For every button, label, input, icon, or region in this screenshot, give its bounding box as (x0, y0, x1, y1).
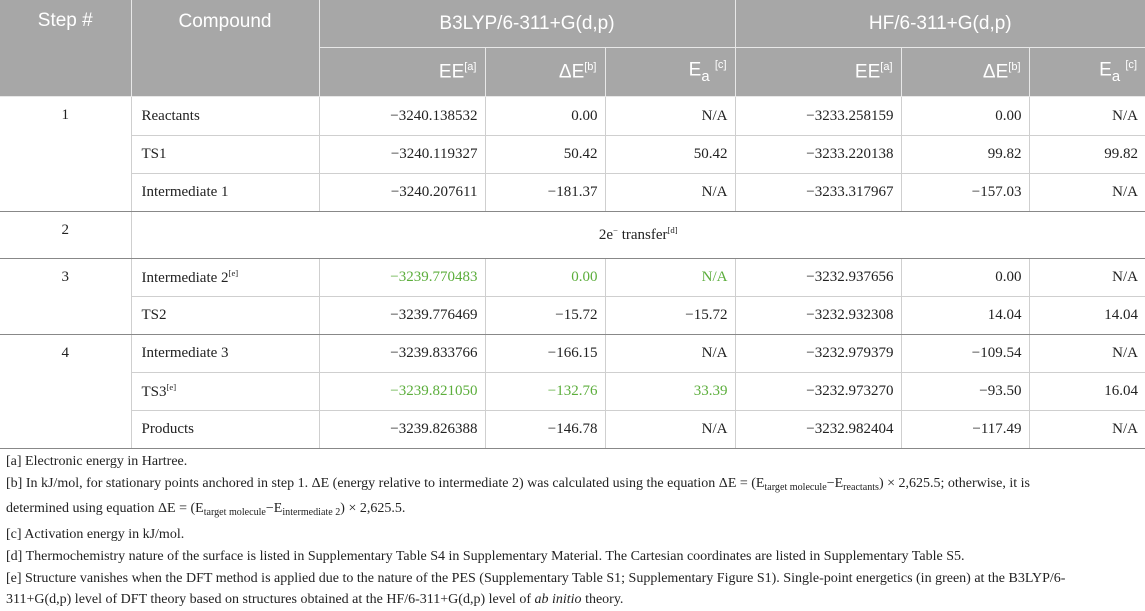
hf-ea-cell: N/A (1029, 173, 1145, 212)
b3lyp-ee-cell: −3240.207611 (319, 173, 486, 212)
b3lyp-ea-cell: −15.72 (605, 296, 736, 335)
header-step: Step # (0, 0, 132, 97)
header-b3lyp-ea: Ea [c] (605, 47, 736, 97)
table-footnotes: [a] Electronic energy in Hartree. [b] In… (6, 451, 1141, 611)
table-row: Intermediate 1 −3240.207611 −181.37 N/A … (0, 173, 1145, 212)
hf-ee-cell: −3232.932308 (735, 296, 902, 335)
hf-ea-cell: N/A (1029, 410, 1145, 449)
hf-ee-cell: −3232.979379 (735, 334, 902, 373)
b3lyp-de-cell: −132.76 (485, 372, 606, 411)
header-compound: Compound (131, 0, 320, 97)
b3lyp-ea-cell: N/A (605, 258, 736, 297)
hf-de-cell: 0.00 (901, 96, 1030, 136)
compound-cell: Intermediate 3 (131, 334, 320, 373)
hf-ea-cell: N/A (1029, 334, 1145, 373)
b3lyp-de-cell: 0.00 (485, 258, 606, 297)
b3lyp-ea-cell: N/A (605, 334, 736, 373)
hf-de-cell: 14.04 (901, 296, 1030, 335)
hf-ea-cell: N/A (1029, 96, 1145, 136)
b3lyp-ea-cell: N/A (605, 173, 736, 212)
footnote-d: [d] Thermochemistry nature of the surfac… (6, 548, 965, 564)
b3lyp-ee-cell: −3239.826388 (319, 410, 486, 449)
b3lyp-ee-cell: −3240.138532 (319, 96, 486, 136)
table-row: 4 Intermediate 3 −3239.833766 −166.15 N/… (0, 334, 1145, 449)
footnote-b-continued: determined using equation ΔE = (Etarget … (6, 501, 406, 519)
header-hf-ee: EE[a] (735, 47, 902, 97)
b3lyp-de-cell: −146.78 (485, 410, 606, 449)
b3lyp-ee-cell: −3239.770483 (319, 258, 486, 297)
footnote-b: [b] In kJ/mol, for stationary points anc… (6, 475, 1030, 493)
b3lyp-ea-cell: 33.39 (605, 372, 736, 411)
b3lyp-ea-cell: N/A (605, 96, 736, 136)
header-hf-ea: Ea [c] (1029, 47, 1145, 97)
hf-de-cell: −157.03 (901, 173, 1030, 212)
hf-ee-cell: −3233.220138 (735, 135, 902, 174)
step-cell: 4 (0, 334, 132, 449)
hf-ea-cell: N/A (1029, 258, 1145, 297)
hf-ea-cell: 16.04 (1029, 372, 1145, 411)
b3lyp-ee-cell: −3239.821050 (319, 372, 486, 411)
table-row: 1 Reactants −3240.138532 0.00 N/A −3233.… (0, 96, 1145, 212)
step-cell: 1 (0, 96, 132, 212)
hf-ea-cell: 99.82 (1029, 135, 1145, 174)
compound-cell: Intermediate 1 (131, 173, 320, 212)
header-b3lyp-de: ΔE[b] (485, 47, 606, 97)
b3lyp-ee-cell: −3239.833766 (319, 334, 486, 373)
hf-de-cell: −93.50 (901, 372, 1030, 411)
footnote-c: [c] Activation energy in kJ/mol. (6, 527, 185, 543)
table-row: 2 2e− transfer[d] (0, 211, 1145, 259)
table-row: 3 Intermediate 2[e] −3239.770483 0.00 N/… (0, 258, 1145, 335)
compound-cell: Intermediate 2[e] (131, 258, 320, 297)
table-row: TS2 −3239.776469 −15.72 −15.72 −3232.932… (0, 296, 1145, 335)
header-hf-de: ΔE[b] (901, 47, 1030, 97)
b3lyp-ea-cell: 50.42 (605, 135, 736, 174)
hf-ee-cell: −3233.317967 (735, 173, 902, 212)
hf-de-cell: 0.00 (901, 258, 1030, 297)
table-row: Products −3239.826388 −146.78 N/A −3232.… (0, 410, 1145, 449)
b3lyp-de-cell: 0.00 (485, 96, 606, 136)
compound-cell: TS3[e] (131, 372, 320, 411)
b3lyp-de-cell: −15.72 (485, 296, 606, 335)
hf-de-cell: 99.82 (901, 135, 1030, 174)
hf-de-cell: −117.49 (901, 410, 1030, 449)
hf-de-cell: −109.54 (901, 334, 1030, 373)
step-cell: 2 (0, 211, 132, 259)
b3lyp-ee-cell: −3240.119327 (319, 135, 486, 174)
hf-ee-cell: −3232.982404 (735, 410, 902, 449)
compound-cell: Products (131, 410, 320, 449)
table-row: TS3[e] −3239.821050 −132.76 33.39 −3232.… (0, 372, 1145, 411)
hf-ee-cell: −3232.973270 (735, 372, 902, 411)
b3lyp-de-cell: −166.15 (485, 334, 606, 373)
b3lyp-de-cell: −181.37 (485, 173, 606, 212)
table-row: TS1 −3240.119327 50.42 50.42 −3233.22013… (0, 135, 1145, 174)
hf-ee-cell: −3232.937656 (735, 258, 902, 297)
footnote-a: [a] Electronic energy in Hartree. (6, 454, 188, 469)
compound-cell: TS1 (131, 135, 320, 174)
b3lyp-ea-cell: N/A (605, 410, 736, 449)
header-b3lyp-group: B3LYP/6-311+G(d,p) (319, 0, 736, 48)
electron-transfer-cell: 2e− transfer[d] (131, 211, 1145, 259)
compound-cell: TS2 (131, 296, 320, 335)
footnote-e: [e] Structure vanishes when the DFT meth… (6, 570, 1066, 586)
header-hf-group: HF/6-311+G(d,p) (735, 0, 1145, 48)
hf-ea-cell: 14.04 (1029, 296, 1145, 335)
hf-ee-cell: −3233.258159 (735, 96, 902, 136)
step-cell: 3 (0, 258, 132, 335)
energetics-table: Step # Compound B3LYP/6-311+G(d,p) HF/6-… (0, 0, 1145, 449)
compound-cell: Reactants (131, 96, 320, 136)
b3lyp-de-cell: 50.42 (485, 135, 606, 174)
header-b3lyp-ee: EE[a] (319, 47, 486, 97)
b3lyp-ee-cell: −3239.776469 (319, 296, 486, 335)
footnote-e-continued: 311+G(d,p) level of DFT theory based on … (6, 592, 624, 608)
